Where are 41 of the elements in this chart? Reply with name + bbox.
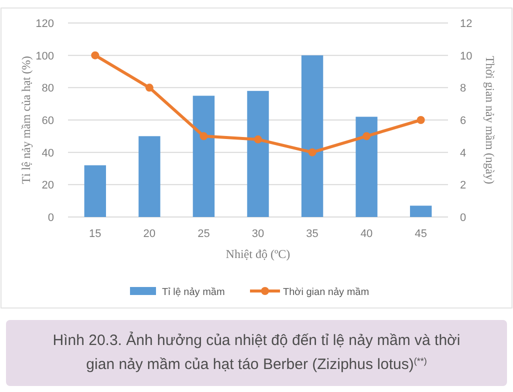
point xyxy=(254,135,262,144)
y2-tick-label: 12 xyxy=(460,18,472,30)
x-axis-title: Nhiệt độ (ºC) xyxy=(226,247,290,261)
bar xyxy=(356,116,378,217)
x-tick-label: 20 xyxy=(143,228,156,240)
x-tick-label: 45 xyxy=(414,228,427,240)
bar xyxy=(84,165,106,217)
point xyxy=(308,148,316,156)
point xyxy=(416,116,425,124)
y-tick-label: 0 xyxy=(48,212,54,224)
y2-tick-label: 8 xyxy=(460,82,466,95)
y-tick-label: 40 xyxy=(42,147,54,160)
y2-tick-label: 0 xyxy=(460,212,466,224)
y-tick-label: 120 xyxy=(36,18,54,30)
text: Hình 20.3. Ảnh hưởng của nhiệt độ đến tỉ lệ nảy mầm và thời gian nảy mầm của hạt táo Berber (Ziziphus lotus)$^{(**)}$ xyxy=(52,331,460,373)
x-tick-label: 35 xyxy=(306,228,318,240)
point xyxy=(200,132,208,140)
y2-axis-title: Thời gian nảy mầm (ngày) xyxy=(483,56,497,184)
point xyxy=(145,84,154,92)
x-tick-label: 25 xyxy=(198,228,210,240)
y2-tick-label: 6 xyxy=(460,115,466,127)
y-tick-label: 100 xyxy=(36,50,54,62)
x-tick-label: 40 xyxy=(360,228,373,240)
x-tick-label: 15 xyxy=(89,228,102,240)
y2-tick-label: 2 xyxy=(460,180,466,192)
point xyxy=(362,132,371,140)
y-tick-label: 80 xyxy=(42,82,54,95)
y2-tick-label: 10 xyxy=(460,50,472,62)
bar xyxy=(247,90,269,217)
y-axis-title: Tỉ lệ nảy mầm của hạt (%) xyxy=(19,56,33,184)
bar xyxy=(410,206,432,217)
y2-tick-label: 4 xyxy=(460,147,466,160)
y-tick-label: 20 xyxy=(42,180,54,192)
legend-label: Tỉ lệ nảy mầm xyxy=(162,287,225,298)
legend-label: Thời gian nảy mầm xyxy=(283,287,370,298)
bar xyxy=(192,96,215,217)
bar xyxy=(138,136,160,217)
x-tick-label: 30 xyxy=(252,228,264,240)
point xyxy=(91,51,100,60)
y-tick-label: 60 xyxy=(42,115,54,127)
bar xyxy=(301,55,324,217)
